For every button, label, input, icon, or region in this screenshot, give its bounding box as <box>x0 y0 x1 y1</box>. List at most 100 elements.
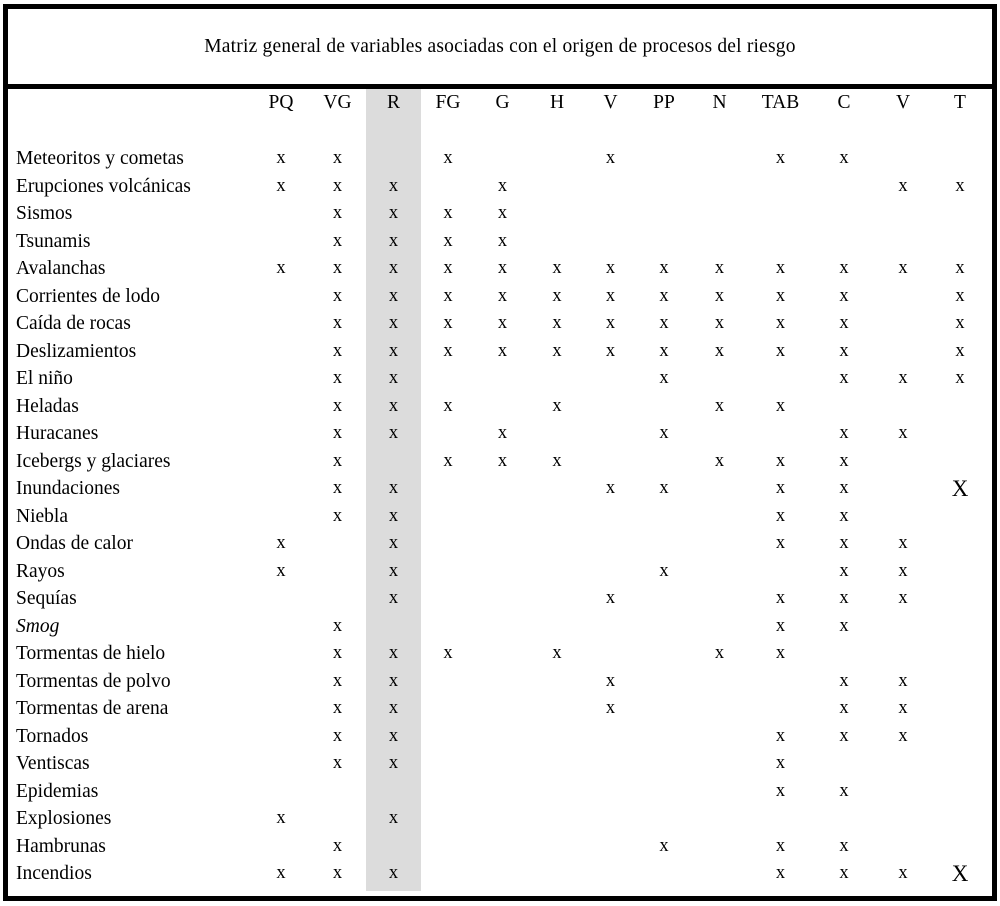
mark-cell: x <box>714 340 725 361</box>
mark-cell: x <box>443 230 453 251</box>
row-label: Tormentas de hielo <box>16 643 166 664</box>
row-label: Icebergs y glaciares <box>16 450 171 472</box>
row-label: Heladas <box>16 395 79 417</box>
mark-cell: x <box>659 478 669 498</box>
mark-cell: x <box>898 368 908 388</box>
mark-cell: x <box>332 835 343 856</box>
row-label: Inundaciones <box>16 478 120 499</box>
mark-cell: x <box>388 588 399 608</box>
row-label: Huracanes <box>16 423 99 444</box>
mark-cell: x <box>497 285 508 306</box>
table-row: Tornados x x x x x <box>8 723 992 751</box>
mark-cell: x <box>955 368 965 388</box>
mark-cell: x <box>443 450 453 471</box>
row-label: Tornados <box>16 725 89 747</box>
mark-cell: x <box>497 258 508 278</box>
mark-cell: x <box>276 148 286 168</box>
table-row: Epidemias x x <box>8 778 992 806</box>
mark-cell: x <box>388 368 399 388</box>
mark-cell: x <box>605 148 616 168</box>
mark-cell: x <box>775 478 786 498</box>
table-row: Tormentas de hielo x x x x x x <box>8 640 992 668</box>
mark-cell: x <box>659 423 669 443</box>
column-header-t-12: T <box>954 92 966 113</box>
mark-cell: x <box>388 753 399 773</box>
mark-cell: x <box>839 258 849 278</box>
mark-cell: x <box>839 478 849 498</box>
mark-cell: x <box>443 340 453 361</box>
mark-cell: x <box>839 588 849 608</box>
mark-cell: x <box>659 285 669 306</box>
mark-cell: x <box>839 285 849 306</box>
mark-cell: x <box>775 148 786 168</box>
table-row: Tormentas de arena x x x x x <box>8 695 992 723</box>
mark-cell: x <box>497 340 508 361</box>
mark-cell: x <box>839 780 849 801</box>
mark-cell: x <box>276 533 286 553</box>
mark-cell: x <box>388 863 399 883</box>
row-label: Corrientes de lodo <box>16 285 161 307</box>
table-row: Ventiscas x x x <box>8 750 992 778</box>
mark-cell: x <box>659 560 669 581</box>
mark-cell: x <box>388 478 399 498</box>
mark-cell: x <box>552 643 562 663</box>
mark-cell: x <box>443 148 453 168</box>
mark-cell: x <box>775 285 786 306</box>
matrix-frame: Matriz general de variables asociadas co… <box>3 4 997 901</box>
table-row: Deslizamientos x x x x x x x x x x x <box>8 338 992 366</box>
mark-cell: x <box>775 643 786 663</box>
mark-cell: x <box>839 533 849 553</box>
mark-cell: x <box>659 340 669 361</box>
mark-cell: x <box>775 395 786 416</box>
mark-cell: x <box>332 423 343 443</box>
mark-cell: x <box>775 615 786 636</box>
mark-cell: x <box>332 753 343 773</box>
mark-cell: x <box>898 560 908 581</box>
row-label: Epidemias <box>16 780 99 802</box>
mark-cell: x <box>388 643 399 663</box>
mark-cell: x <box>839 505 849 526</box>
mark-cell: x <box>332 175 343 196</box>
row-label: Ondas de calor <box>16 533 133 554</box>
table-row: Erupciones volcánicas x x x x x x <box>8 173 992 201</box>
mark-cell: x <box>388 423 399 443</box>
mark-cell: x <box>443 203 453 223</box>
column-header-r-2: R <box>386 92 400 113</box>
mark-cell: x <box>839 615 849 636</box>
row-label: Tsunamis <box>16 230 91 252</box>
mark-cell: x <box>659 313 669 333</box>
mark-cell: x <box>898 725 908 746</box>
mark-cell: x <box>388 175 399 196</box>
mark-cell: x <box>839 725 849 746</box>
mark-cell: x <box>605 588 616 608</box>
table-row: Avalanchas x x x x x x x x x x x x x <box>8 255 992 283</box>
table-row: Inundaciones x x x x x x X <box>8 475 992 503</box>
mark-cell: x <box>276 175 286 196</box>
mark-cell: x <box>898 175 908 196</box>
column-header-pp-7: PP <box>653 92 675 113</box>
row-label: Sismos <box>16 203 73 224</box>
row-label: Erupciones volcánicas <box>16 175 191 197</box>
table-row: Heladas x x x x x x <box>8 393 992 421</box>
mark-cell: x <box>775 505 786 526</box>
mark-cell: x <box>388 808 399 828</box>
mark-cell: x <box>388 258 399 278</box>
column-header-v-6: V <box>603 92 618 113</box>
row-label: Tormentas de arena <box>16 698 169 719</box>
row-label: Avalanchas <box>16 258 106 279</box>
mark-cell: x <box>659 258 669 278</box>
mark-cell: x <box>332 670 343 691</box>
mark-cell: x <box>332 395 343 416</box>
table-row: Sequías x x x x x <box>8 585 992 613</box>
table-row: Incendios x x x x x x X <box>8 860 992 888</box>
mark-cell: x <box>388 505 399 526</box>
highlight-column-band <box>366 89 421 891</box>
mark-cell: x <box>332 863 343 883</box>
mark-cell: x <box>605 698 616 718</box>
mark-cell: x <box>497 230 508 251</box>
mark-cell: x <box>388 533 399 553</box>
mark-cell: x <box>388 395 399 416</box>
column-header-n-8: N <box>712 92 727 113</box>
mark-cell: x <box>955 175 965 196</box>
mark-cell: x <box>775 835 786 856</box>
